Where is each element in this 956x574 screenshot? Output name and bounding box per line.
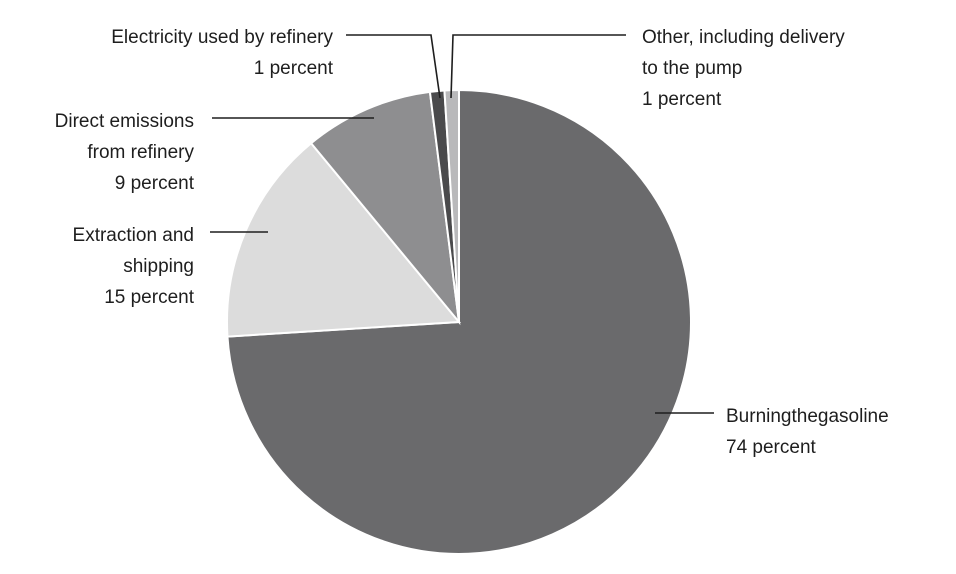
pie-slices bbox=[226, 88, 692, 555]
slice-label-3: Electricity used by refinery 1 percent bbox=[111, 27, 333, 79]
pie-slice-1 bbox=[226, 141, 462, 338]
slice-label-line: 1 percent bbox=[254, 58, 334, 79]
slice-label-0: Burningthegasoline 74 percent bbox=[726, 406, 889, 458]
slice-label-line: 74 percent bbox=[726, 437, 817, 458]
slice-label-line: Extraction and bbox=[73, 225, 194, 246]
leader-line-4 bbox=[450, 34, 626, 99]
slice-label-line: to the pump bbox=[642, 58, 742, 79]
pie-slice-2 bbox=[309, 90, 461, 326]
slice-label-line: Burningthegasoline bbox=[726, 406, 889, 427]
slice-label-line: Other, including delivery bbox=[642, 27, 845, 48]
slice-label-4: Other, including delivery to the pump 1 pe… bbox=[642, 27, 845, 110]
slice-label-line: Electricity used by refinery bbox=[111, 27, 333, 48]
slice-label-line: from refinery bbox=[87, 142, 194, 163]
slice-label-line: Direct emissions bbox=[55, 111, 194, 132]
leader-lines bbox=[210, 34, 714, 414]
slice-label-2: Direct emissions from refinery 9 percent bbox=[55, 111, 195, 194]
slice-labels: Burningthegasoline 74 percent Extraction a… bbox=[55, 27, 889, 458]
slice-label-line: 15 percent bbox=[104, 287, 195, 308]
slice-label-1: Extraction and shipping 15 percent bbox=[73, 225, 195, 308]
slice-label-line: 9 percent bbox=[115, 173, 195, 194]
slice-label-line: shipping bbox=[123, 256, 194, 277]
slice-label-line: 1 percent bbox=[642, 89, 722, 110]
leader-line-3 bbox=[346, 34, 441, 99]
